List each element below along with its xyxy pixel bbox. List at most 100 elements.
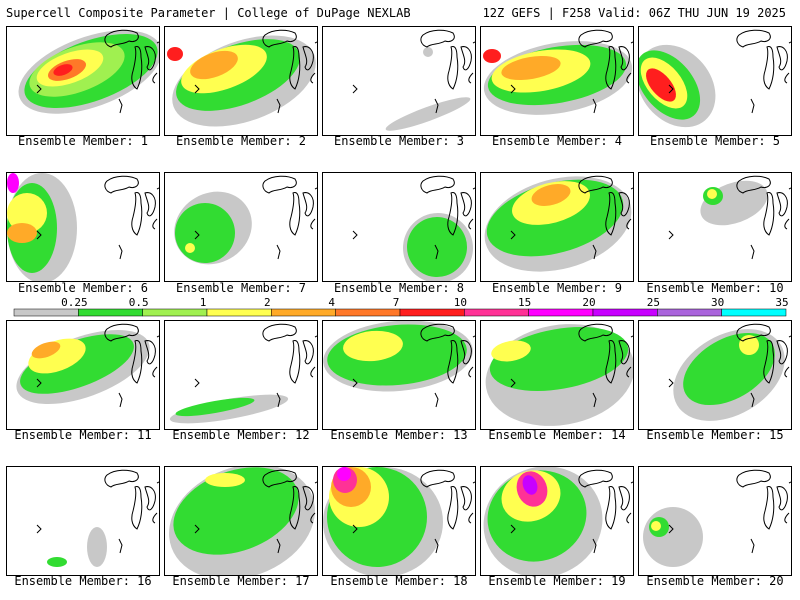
ensemble-member-label: Ensemble Member: 3 [333,134,465,148]
parameter-contour [423,47,433,57]
great-lakes-outline [144,340,156,365]
ensemble-map-panel [480,466,634,576]
great-lakes-outline [289,486,301,530]
legend-tick-label: 15 [518,296,531,309]
great-lakes-outline [104,469,139,488]
great-lakes-outline [784,335,791,378]
ensemble-member-label: Ensemble Member: 4 [491,134,623,148]
parameter-contour [47,557,67,567]
ensemble-map-panel [164,26,318,136]
great-lakes-outline [262,29,297,48]
great-lakes-outline [194,84,281,114]
legend-tick-label: 20 [582,296,595,309]
parameter-contour [190,50,238,80]
forecast-field-map [483,29,633,115]
great-lakes-outline [36,524,123,554]
great-lakes-outline [468,41,475,84]
parameter-contour [167,47,183,61]
great-lakes-outline [262,323,297,342]
great-lakes-outline [668,230,755,260]
ensemble-map-panel [6,26,160,136]
great-lakes-outline [510,84,597,114]
ensemble-member-label: Ensemble Member: 1 [17,134,149,148]
great-lakes-outline [578,175,613,194]
map-title: Supercell Composite Parameter | College … [6,6,411,20]
forecast-field-map [169,323,317,424]
ensemble-map-panel [322,26,476,136]
legend-swatch [464,308,529,317]
ensemble-map-panel [322,466,476,576]
great-lakes-outline [262,175,297,194]
legend-tick-label: 1 [200,296,207,309]
parameter-contour [87,527,107,567]
ensemble-map-panel [322,172,476,282]
great-lakes-outline [578,469,613,488]
great-lakes-outline [468,335,475,378]
forecast-field-map [7,173,159,281]
great-lakes-outline [510,524,597,554]
parameter-contour [205,473,245,487]
forecast-field-map [323,321,475,408]
forecast-field-map [643,469,791,567]
forecast-field-map [18,29,159,114]
ensemble-member-label: Ensemble Member: 6 [17,281,149,295]
parameter-contour [651,521,661,531]
great-lakes-outline [262,469,297,488]
great-lakes-outline [736,469,771,488]
great-lakes-outline [605,340,617,384]
legend-tick-label: 0.5 [129,296,149,309]
great-lakes-outline [776,46,788,71]
ensemble-member-label: Ensemble Member: 18 [330,574,468,588]
ensemble-member-label: Ensemble Member: 20 [646,574,784,588]
ensemble-member-label: Ensemble Member: 2 [175,134,307,148]
great-lakes-outline [289,46,301,90]
forecast-field-map [16,323,159,408]
great-lakes-outline [447,340,459,384]
parameter-contour [700,180,768,226]
great-lakes-outline [302,46,314,71]
ensemble-member-label: Ensemble Member: 15 [646,428,784,442]
great-lakes-outline [763,340,775,384]
ensemble-member-label: Ensemble Member: 11 [14,428,152,442]
legend-swatch [592,308,658,317]
ensemble-member-label: Ensemble Member: 5 [649,134,781,148]
great-lakes-outline [468,481,475,524]
ensemble-member-label: Ensemble Member: 19 [488,574,626,588]
parameter-contour [522,475,538,495]
legend-tick-label: 0.25 [61,296,88,309]
great-lakes-outline [736,175,771,194]
ensemble-map-panel [322,320,476,430]
ensemble-map-panel [164,466,318,576]
legend-swatch [528,308,594,317]
great-lakes-outline [194,524,281,554]
forecast-field-map [484,175,633,272]
ensemble-member-label: Ensemble Member: 13 [330,428,468,442]
ensemble-member-label: Ensemble Member: 7 [175,281,307,295]
ensemble-member-label: Ensemble Member: 8 [333,281,465,295]
great-lakes-outline [144,46,156,71]
parameter-contour [7,193,47,233]
great-lakes-outline [289,192,301,236]
ensemble-member-label: Ensemble Member: 16 [14,574,152,588]
great-lakes-outline [289,340,301,384]
ensemble-member-label: Ensemble Member: 17 [172,574,310,588]
great-lakes-outline [420,469,455,488]
parameter-contour [407,217,467,277]
great-lakes-outline [510,230,597,260]
parameter-contour [337,467,351,481]
parameter-contour [53,64,73,76]
ensemble-map-panel [638,466,792,576]
legend-swatch [142,308,208,317]
forecast-field-map [639,29,791,128]
legend-swatch [335,308,401,317]
great-lakes-outline [152,481,159,524]
great-lakes-outline [131,192,143,236]
great-lakes-outline [605,46,617,90]
great-lakes-outline [776,340,788,365]
great-lakes-outline [736,29,771,48]
ensemble-map-panel [164,172,318,282]
valid-time: 12Z GEFS | F258 Valid: 06Z THU JUN 19 20… [482,6,786,20]
great-lakes-outline [420,29,455,48]
great-lakes-outline [104,175,139,194]
legend-tick-label: 25 [647,296,660,309]
